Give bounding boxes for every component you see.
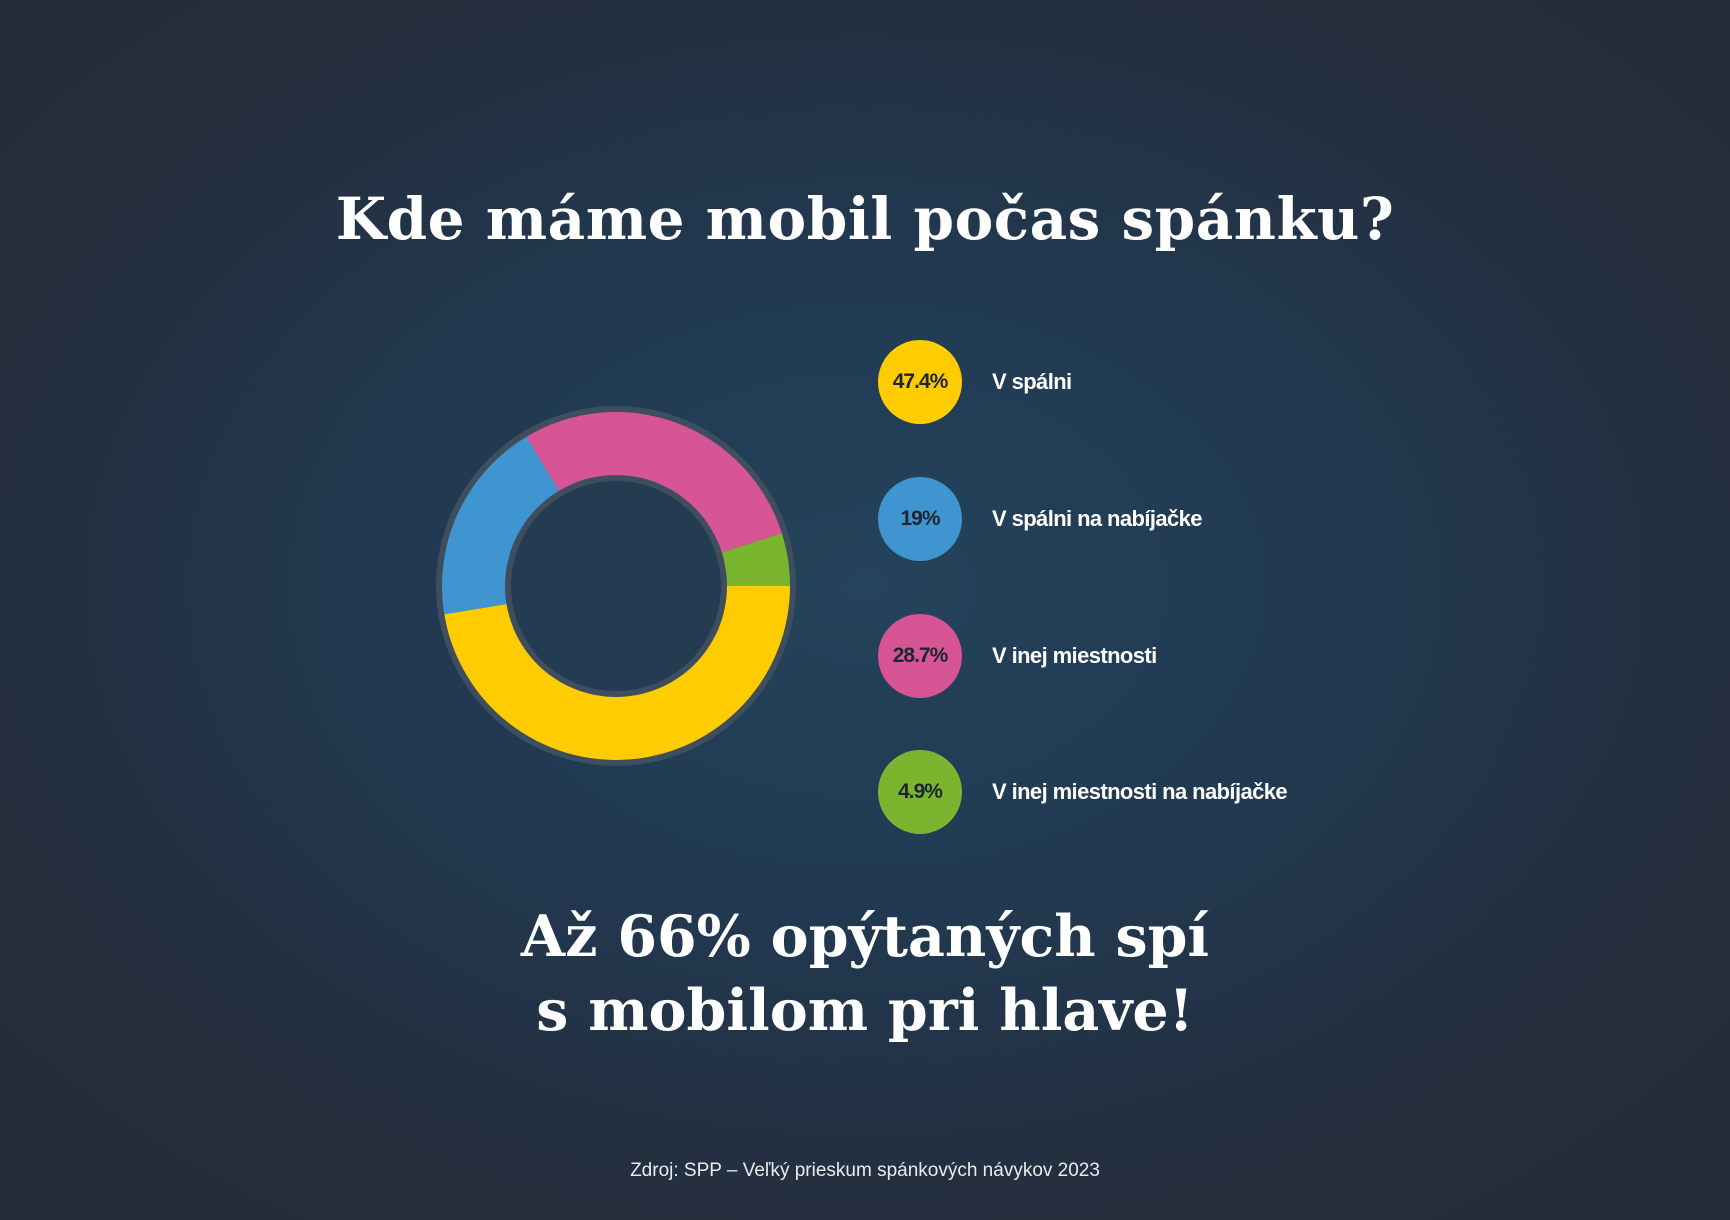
legend-label: V spálni na nabíjačke xyxy=(992,506,1203,531)
donut-slice-v-sp-lni-na-nab-ja-ke xyxy=(442,436,561,615)
legend-item-v-inej-miestnosti: 28.7% V inej miestnosti xyxy=(878,614,1378,698)
legend-item-v-spalni-na-nabijacke: 19% V spálni na nabíjačke xyxy=(878,477,1378,561)
headline-line-1: Až 66% opýtaných spí xyxy=(520,903,1210,970)
legend-item-v-inej-miestnosti-na-nabijacke: 4.9% V inej miestnosti na nabíjačke xyxy=(878,750,1378,834)
legend-item-v-spalni: 47.4% V spálni xyxy=(878,340,1378,424)
legend-label: V inej miestnosti na nabíjačke xyxy=(992,779,1288,804)
donut-chart xyxy=(433,403,799,769)
headline: Až 66% opýtaných spí s mobilom pri hlave… xyxy=(0,900,1730,1048)
donut-slice-v-sp-lni xyxy=(444,586,790,760)
legend-label: V inej miestnosti xyxy=(992,643,1157,668)
legend: 47.4% V spálni 19% V spálni na nabíjačke… xyxy=(878,340,1378,834)
legend-badge: 28.7% xyxy=(878,614,962,698)
legend-label: V spálni xyxy=(992,369,1072,394)
chart-title: Kde máme mobil počas spánku? xyxy=(335,185,1395,253)
donut-slice-v-inej-miestnosti-na-nab-ja-ke xyxy=(717,533,790,586)
legend-badge: 47.4% xyxy=(878,340,962,424)
legend-badge: 19% xyxy=(878,477,962,561)
source-note: Zdroj: SPP – Veľký prieskum spánkových n… xyxy=(630,1160,1100,1181)
donut-hole xyxy=(511,481,721,691)
headline-line-2: s mobilom pri hlave! xyxy=(536,977,1194,1044)
legend-badge: 4.9% xyxy=(878,750,962,834)
donut-svg xyxy=(436,406,796,766)
